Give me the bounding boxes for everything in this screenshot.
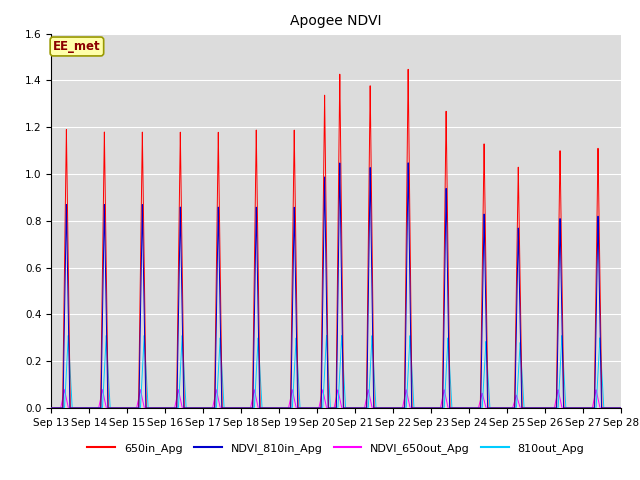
810out_Apg [541,405,549,411]
810out_Apg [47,405,55,411]
NDVI_810in_Apg [184,405,192,411]
NDVI_810in_Apg [349,405,356,411]
650in_Apg [172,405,180,411]
650in_Apg [109,405,117,411]
Line: NDVI_810in_Apg: NDVI_810in_Apg [51,163,621,408]
Text: EE_met: EE_met [53,40,100,53]
650in_Apg [184,405,192,411]
650in_Apg [617,405,625,411]
NDVI_810in_Apg [65,377,73,383]
NDVI_810in_Apg [617,405,625,411]
NDVI_810in_Apg [404,160,412,166]
Legend: 650in_Apg, NDVI_810in_Apg, NDVI_650out_Apg, 810out_Apg: 650in_Apg, NDVI_810in_Apg, NDVI_650out_A… [83,439,589,458]
650in_Apg [404,66,412,72]
NDVI_650out_Apg [65,405,73,411]
NDVI_650out_Apg [47,405,55,411]
NDVI_810in_Apg [109,405,117,411]
Line: 650in_Apg: 650in_Apg [51,69,621,408]
810out_Apg [172,405,180,411]
NDVI_650out_Apg [61,387,68,393]
810out_Apg [349,405,356,411]
NDVI_650out_Apg [349,405,356,411]
NDVI_810in_Apg [47,405,55,411]
NDVI_650out_Apg [541,405,549,411]
Line: 810out_Apg: 810out_Apg [51,336,621,408]
NDVI_810in_Apg [541,405,549,411]
810out_Apg [184,405,192,411]
NDVI_810in_Apg [172,405,180,411]
650in_Apg [349,405,356,411]
NDVI_650out_Apg [172,398,180,404]
NDVI_650out_Apg [184,405,192,411]
810out_Apg [65,353,73,359]
Line: NDVI_650out_Apg: NDVI_650out_Apg [51,390,621,408]
650in_Apg [47,405,55,411]
810out_Apg [65,333,72,338]
810out_Apg [617,405,625,411]
650in_Apg [541,405,549,411]
810out_Apg [109,405,117,411]
650in_Apg [65,343,73,348]
NDVI_650out_Apg [617,405,625,411]
NDVI_650out_Apg [109,405,117,411]
Title: Apogee NDVI: Apogee NDVI [291,14,381,28]
